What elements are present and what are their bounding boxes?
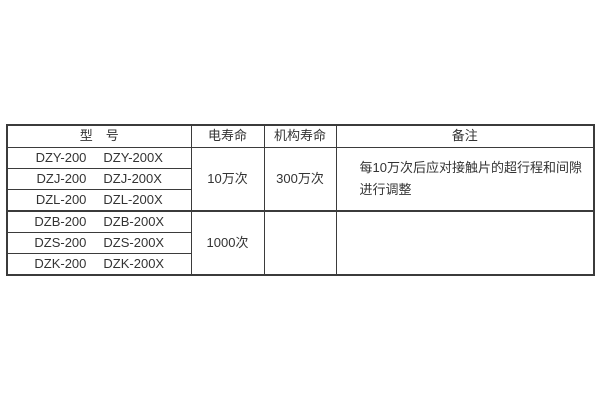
electrical-life-cell-group1: 10万次 (190, 146, 265, 211)
model-value: DZL-200X (103, 191, 163, 207)
model-value: DZB-200X (103, 213, 165, 229)
relay-spec-table: 型 号 电寿命 机构寿命 备注 DZY-200 DZY-200X 10万次 300… (6, 124, 595, 276)
header-row: 型 号 电寿命 机构寿命 备注 (6, 124, 595, 148)
model-cell-dzl: DZL-200 DZL-200X (6, 188, 192, 211)
model-value: DZY-200X (103, 149, 163, 165)
model-value: DZS-200X (103, 234, 165, 250)
table-row-dzs: DZS-200 DZS-200X (6, 231, 594, 254)
table-row-dzj: DZJ-200 DZJ-200X (6, 167, 594, 190)
model-value: DZK-200 (34, 255, 87, 271)
col-header-model: 型 号 (6, 124, 192, 148)
model-cell-dzs: DZS-200 DZS-200X (6, 231, 192, 254)
mechanical-life-cell-group1: 300万次 (263, 146, 337, 211)
model-value: DZL-200 (35, 191, 87, 207)
col-header-electrical-life: 电寿命 (190, 124, 265, 148)
col-header-mechanical-life: 机构寿命 (263, 124, 337, 148)
model-cell-dzj: DZJ-200 DZJ-200X (6, 167, 192, 190)
mechanical-life-cell-group2 (263, 209, 337, 275)
model-cell-dzb: DZB-200 DZB-200X (6, 209, 192, 233)
model-value: DZK-200X (103, 255, 165, 271)
model-value: DZY-200 (35, 149, 87, 165)
model-cell-dzk: DZK-200 DZK-200X (6, 252, 192, 275)
model-value: DZS-200 (34, 234, 87, 250)
table-row-dzy: DZY-200 DZY-200X 10万次 300万次 每10万次后应对接触片的超… (6, 146, 595, 211)
remarks-cell-group1: 每10万次后应对接触片的超行程和间隙 进行调整 (335, 146, 595, 211)
table-row-dzb: DZB-200 DZB-200X 1000次 (6, 209, 595, 275)
remark-line-1: 每10万次后应对接触片的超行程和间隙 (359, 159, 582, 175)
model-value: DZJ-200X (103, 170, 162, 186)
table-row-dzl: DZL-200 DZL-200X (6, 188, 594, 211)
electrical-life-cell-group2: 1000次 (190, 209, 265, 275)
remarks-cell-group2 (335, 209, 595, 275)
model-value: DZB-200 (34, 213, 87, 229)
col-header-remarks: 备注 (335, 124, 595, 148)
model-value: DZJ-200 (36, 170, 87, 186)
model-cell-dzy: DZY-200 DZY-200X (6, 146, 192, 169)
table-row-dzk: DZK-200 DZK-200X (6, 252, 594, 275)
remark-line-2: 进行调整 (359, 181, 412, 197)
